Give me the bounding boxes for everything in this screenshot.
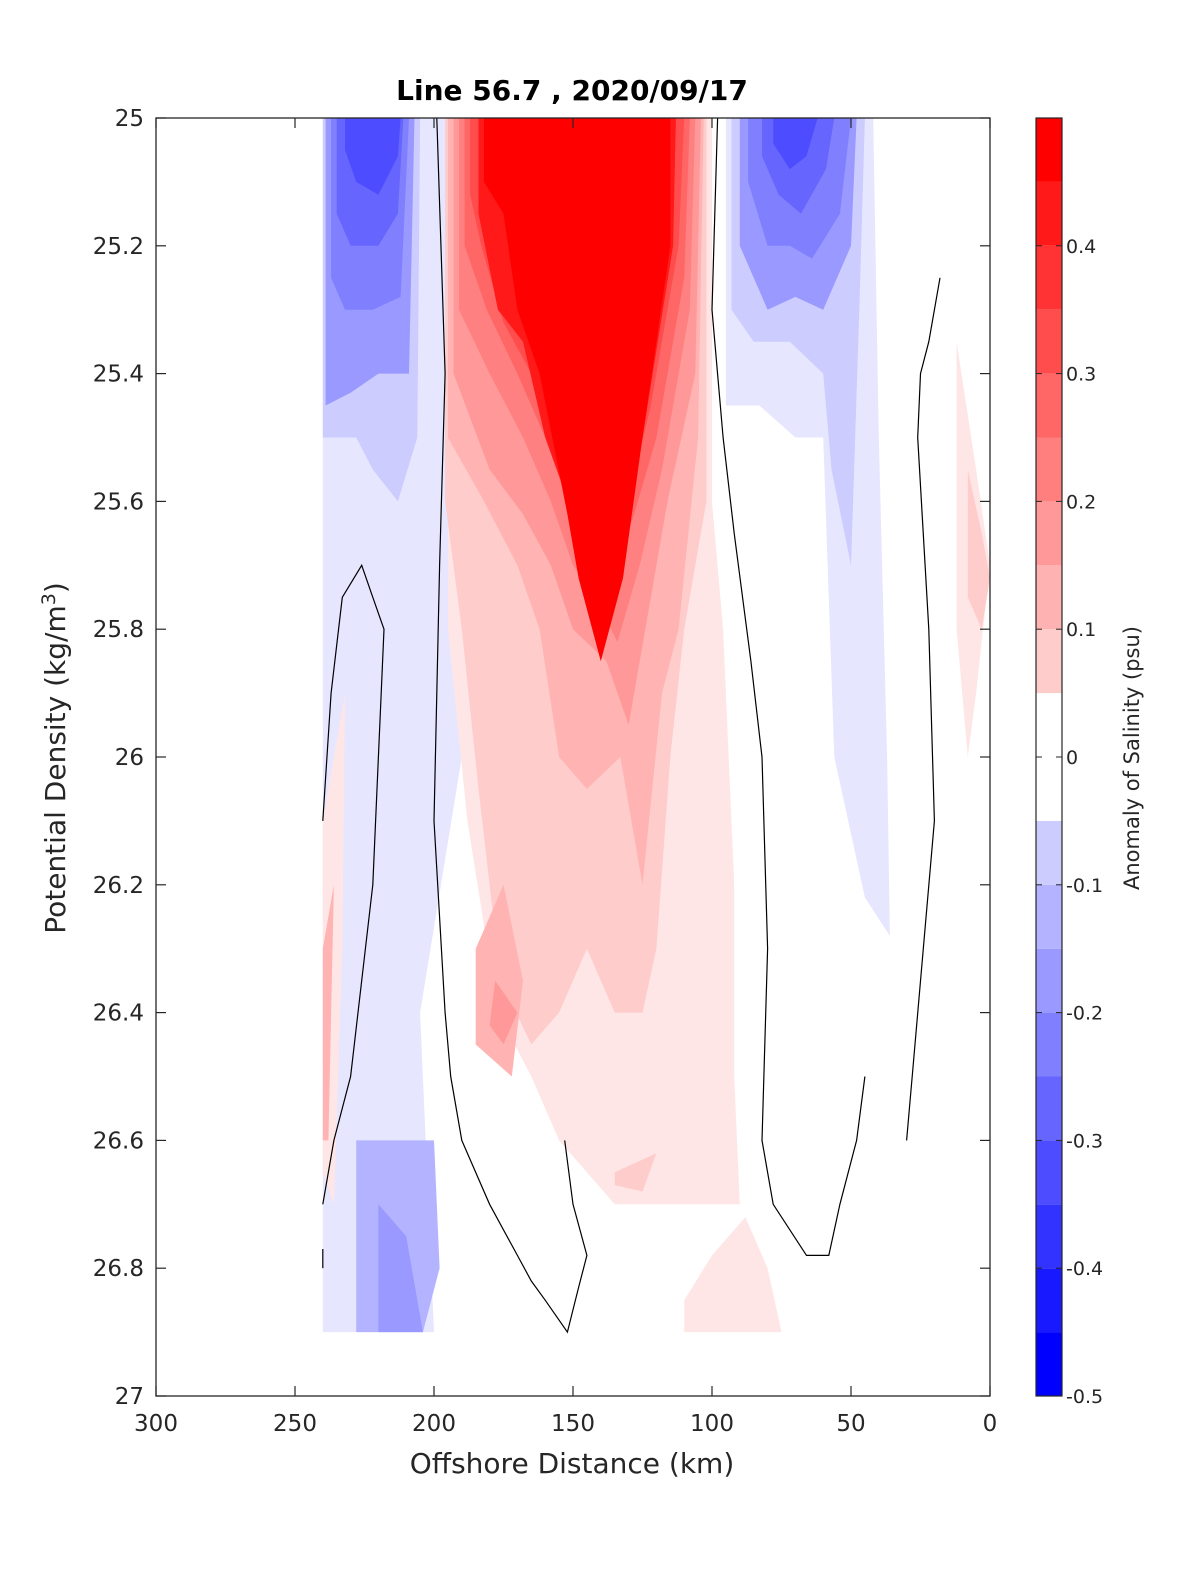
contour-region-deep-positive — [614, 1153, 657, 1192]
x-axis-label: Offshore Distance (km) — [410, 1447, 735, 1480]
x-tick-label: 200 — [412, 1411, 456, 1437]
zero-contour-coast — [906, 277, 941, 1141]
chart-title: Line 56.7 , 2020/09/17 — [396, 74, 748, 107]
colorbar-segment — [1036, 1268, 1062, 1333]
x-axis: 300 250 200 150 100 50 0 — [134, 118, 997, 1437]
zero-contour-lines — [322, 118, 941, 1334]
contour-region-edge-positive — [322, 884, 334, 1141]
zero-contour-west — [322, 563, 385, 1205]
colorbar-tick-label: 0 — [1066, 747, 1078, 769]
x-tick-label: 300 — [134, 1411, 178, 1437]
colorbar-segment — [1036, 884, 1062, 949]
y-tick-label: 26.8 — [93, 1256, 144, 1282]
y-axis: 25 25.2 25.4 25.6 25.8 26 26.2 26.4 26.6 26.8 27 — [93, 106, 990, 1410]
y-tick-label: 25.4 — [93, 362, 144, 388]
colorbar-tick-label: -0.5 — [1066, 1386, 1103, 1408]
contour-region-nearshore-negative — [773, 118, 818, 170]
colorbar-segment — [1036, 1332, 1062, 1396]
colorbar-segment — [1036, 1140, 1062, 1205]
contour-region-sub-positive — [489, 980, 518, 1045]
y-tick-label: 26.6 — [93, 1128, 144, 1154]
colorbar-segment — [1036, 501, 1062, 566]
y-tick-label: 26.4 — [93, 1001, 144, 1027]
y-tick-label: 25 — [115, 106, 144, 132]
y-axis-label: Potential Density (kg/m3) — [38, 582, 72, 934]
contour-region-deep-positive — [684, 1217, 782, 1333]
x-tick-label: 50 — [836, 1411, 865, 1437]
y-tick-label: 26.2 — [93, 873, 144, 899]
colorbar-segment — [1036, 820, 1062, 885]
colorbar-segment — [1036, 1076, 1062, 1141]
zero-contour-mid — [433, 118, 588, 1334]
colorbar-tick-label: 0.4 — [1066, 236, 1096, 258]
colorbar-tick-label: 0.1 — [1066, 619, 1096, 641]
colorbar-segment — [1036, 1204, 1062, 1269]
y-tick-label: 25.8 — [93, 617, 144, 643]
contour-region-sub-positive — [475, 884, 523, 1077]
y-tick-label: 27 — [115, 1384, 144, 1410]
y-axis-label-superscript: 3 — [38, 593, 60, 605]
colorbar-segment — [1036, 948, 1062, 1013]
x-tick-label: 0 — [983, 1411, 998, 1437]
x-tick-label: 100 — [690, 1411, 734, 1437]
contour-region-deep-negative — [378, 1204, 423, 1333]
colorbar-tick-label: -0.4 — [1066, 1258, 1103, 1280]
colorbar-segment — [1036, 309, 1062, 374]
colorbar-segment — [1036, 373, 1062, 438]
colorbar-segment — [1036, 629, 1062, 694]
y-tick-label: 26 — [115, 745, 144, 771]
x-tick-label: 250 — [273, 1411, 317, 1437]
contour-region-coastal-positive — [967, 469, 990, 630]
colorbar-segment — [1036, 757, 1062, 821]
colorbar-tick-label: -0.2 — [1066, 1003, 1103, 1025]
colorbar-segment — [1036, 245, 1062, 310]
y-axis-label-close: ) — [39, 582, 72, 593]
colorbar-tick-label: 0.3 — [1066, 364, 1096, 386]
colorbar-segment — [1036, 1012, 1062, 1077]
filled-contours — [322, 118, 990, 1333]
colorbar-segment — [1036, 565, 1062, 630]
colorbar-segment — [1036, 181, 1062, 246]
y-axis-label-main: Potential Density (kg/m — [39, 605, 72, 934]
colorbar-tick-label: 0.2 — [1066, 491, 1096, 513]
colorbar-segment — [1036, 118, 1062, 182]
contour-region-offshore-negative — [345, 118, 401, 195]
colorbar: -0.5 -0.4 -0.3 -0.2 -0.1 0 0.1 0.2 0.3 0.4 — [1035, 117, 1103, 1408]
y-tick-label: 25.6 — [93, 489, 144, 515]
colorbar-tick-label: -0.1 — [1066, 875, 1103, 897]
colorbar-tick-label: -0.3 — [1066, 1130, 1103, 1152]
contour-region-core-positive — [484, 118, 671, 662]
zero-contour-east — [711, 118, 866, 1257]
colorbar-segment — [1036, 693, 1062, 757]
colorbar-label: Anomaly of Salinity (psu) — [1120, 626, 1144, 890]
y-tick-label: 25.2 — [93, 234, 144, 260]
colorbar-segment — [1036, 437, 1062, 502]
x-tick-label: 150 — [551, 1411, 595, 1437]
